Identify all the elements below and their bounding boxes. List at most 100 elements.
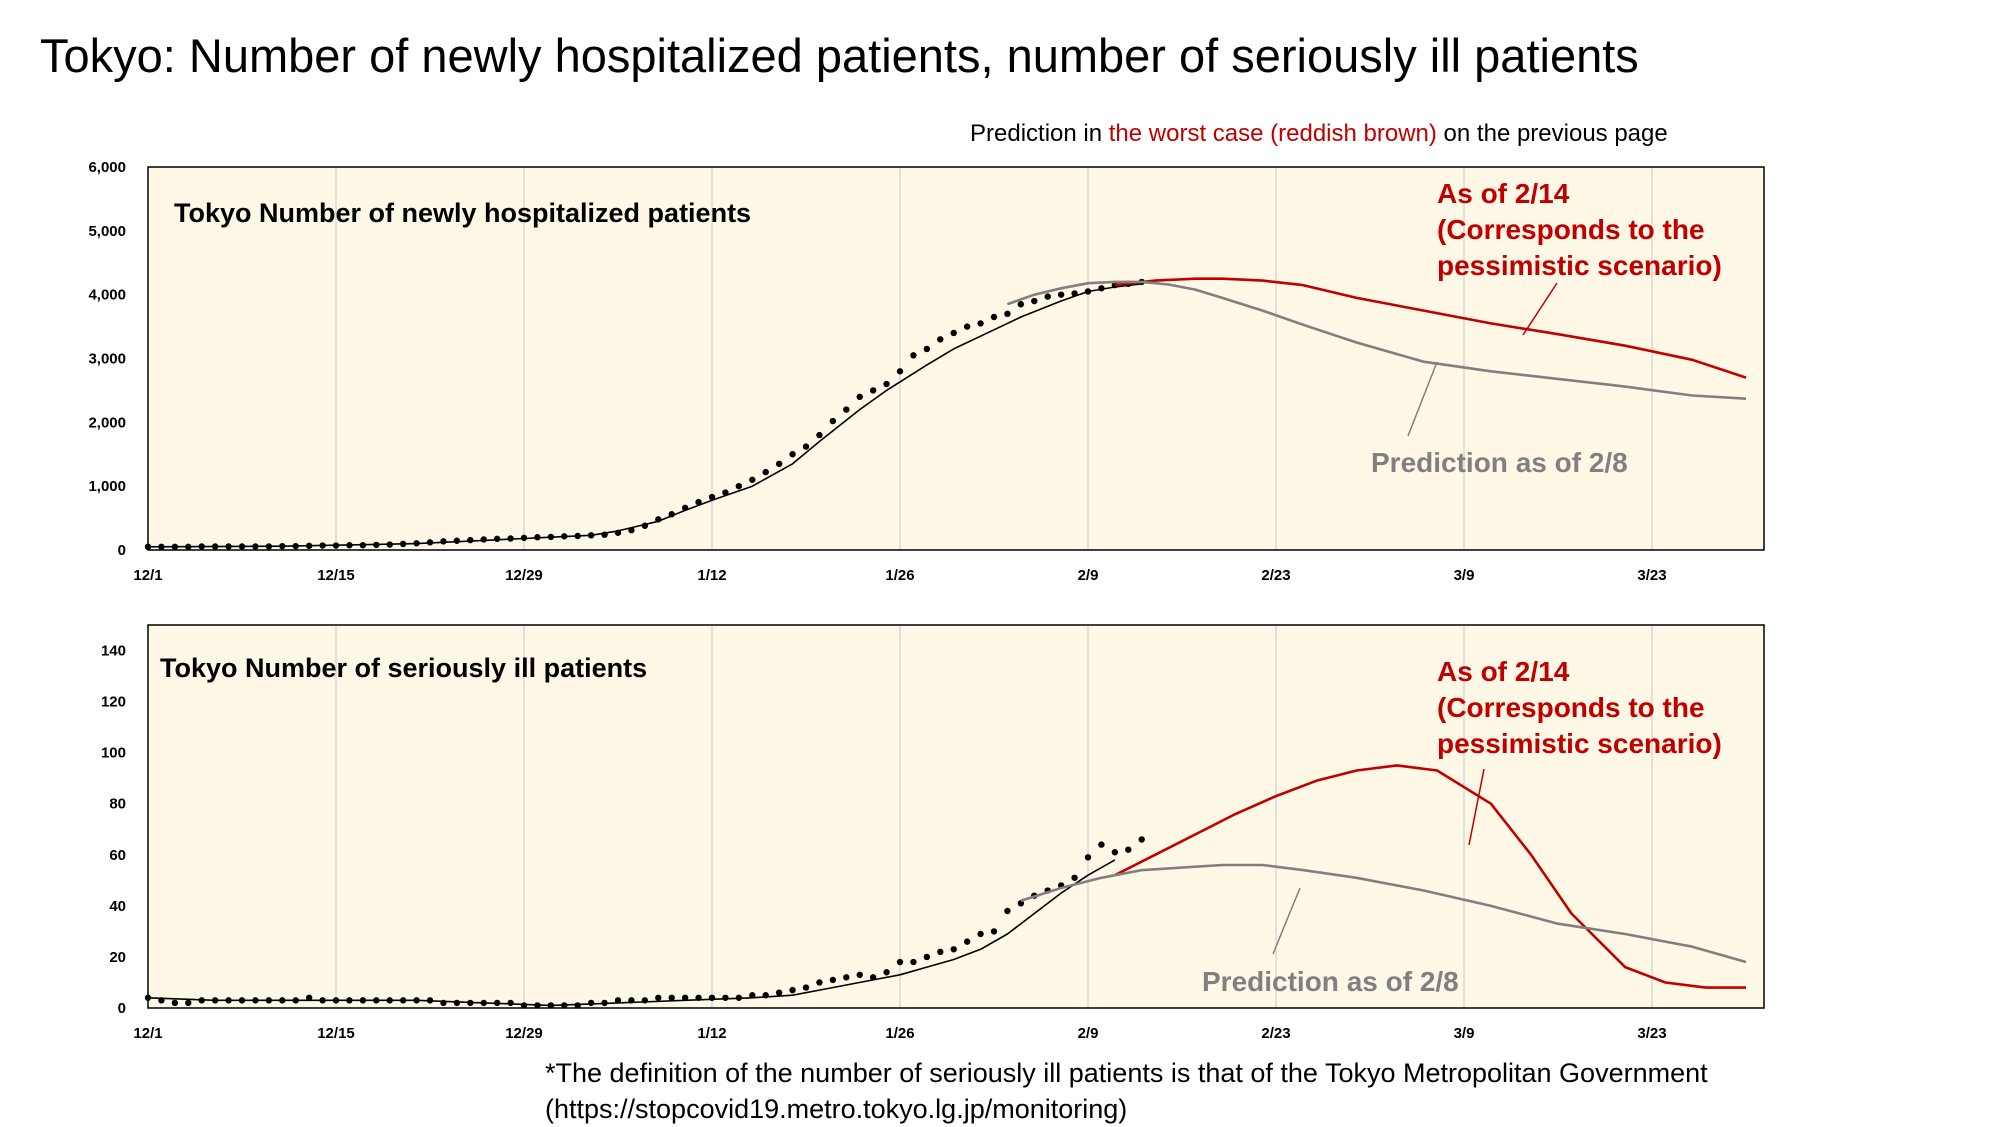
prediction-2-8-line bbox=[1020, 863, 1747, 964]
fit-line bbox=[147, 283, 1142, 548]
y-tick-label: 0 bbox=[118, 542, 126, 559]
fit-line bbox=[147, 859, 1116, 1007]
subtitle-prefix: Prediction in bbox=[970, 120, 1109, 147]
actual-data-point bbox=[1004, 310, 1011, 318]
actual-data-point bbox=[816, 979, 823, 986]
actual-data-point bbox=[749, 476, 756, 483]
y-tick-label: 2,000 bbox=[88, 414, 126, 431]
x-tick-label: 2/9 bbox=[1078, 567, 1099, 584]
actual-data-point bbox=[749, 992, 756, 999]
prediction-pointer bbox=[1407, 361, 1438, 437]
actual-data-point bbox=[440, 538, 447, 545]
actual-data-point bbox=[896, 958, 904, 966]
actual-data-point bbox=[1071, 874, 1078, 881]
x-tick-label: 2/23 bbox=[1261, 1025, 1290, 1042]
chart-subtitle: Prediction in the worst case (reddish br… bbox=[970, 120, 1668, 148]
y-tick-label: 60 bbox=[109, 847, 126, 864]
y-tick-label: 4,000 bbox=[88, 287, 126, 304]
actual-data-point bbox=[883, 969, 890, 976]
prediction-annotation: Prediction as of 2/8 bbox=[1202, 966, 1459, 997]
actual-data-point bbox=[587, 999, 595, 1007]
prediction-pointer bbox=[1272, 887, 1301, 955]
actual-data-point bbox=[883, 380, 890, 388]
actual-data-point bbox=[1031, 297, 1038, 305]
actual-data-point bbox=[775, 989, 783, 996]
actual-data-point bbox=[789, 451, 796, 458]
actual-data-point bbox=[695, 498, 702, 506]
x-tick-label: 12/15 bbox=[317, 567, 355, 584]
prediction-2-8-line bbox=[1006, 280, 1747, 400]
actual-data-point bbox=[963, 938, 971, 945]
actual-data-point bbox=[493, 535, 501, 543]
plot-frame-2 bbox=[147, 624, 1765, 1009]
y-tick-label: 140 bbox=[101, 643, 126, 660]
actual-data-point bbox=[910, 958, 917, 966]
actual-data-point bbox=[843, 406, 850, 413]
actual-data-point bbox=[937, 948, 944, 956]
x-tick-label: 12/29 bbox=[505, 567, 543, 584]
y-tick-label: 80 bbox=[109, 796, 126, 813]
x-tick-label: 3/23 bbox=[1637, 567, 1666, 584]
actual-data-point bbox=[802, 984, 810, 991]
x-tick-label: 12/29 bbox=[505, 1025, 543, 1042]
actual-data-point bbox=[1044, 293, 1051, 300]
y-tick-label: 5,000 bbox=[88, 223, 126, 240]
x-tick-label: 3/9 bbox=[1454, 567, 1475, 584]
actual-data-point bbox=[305, 994, 313, 1001]
y-tick-label: 40 bbox=[109, 898, 126, 915]
actual-data-point bbox=[1125, 846, 1132, 853]
plot-area-1 bbox=[148, 167, 1764, 550]
y-tick-label: 20 bbox=[109, 949, 126, 966]
panel-title: Tokyo Number of seriously ill patients bbox=[160, 653, 647, 683]
footnote-line-2: (https://stopcovid19.metro.tokyo.lg.jp/m… bbox=[545, 1094, 1128, 1124]
actual-data-point bbox=[1084, 854, 1092, 861]
actual-data-point bbox=[1017, 301, 1025, 308]
x-tick-label: 2/9 bbox=[1078, 1025, 1099, 1042]
actual-data-point bbox=[843, 974, 850, 981]
actual-data-point bbox=[1057, 291, 1065, 298]
actual-data-point bbox=[977, 930, 984, 938]
actual-data-point bbox=[144, 543, 152, 551]
actual-data-point bbox=[735, 482, 743, 490]
actual-data-point bbox=[1098, 841, 1105, 848]
actual-data-point bbox=[829, 976, 837, 984]
actual-data-point bbox=[789, 986, 796, 994]
worst-case-annotation: As of 2/14 bbox=[1437, 178, 1570, 209]
actual-data-point bbox=[681, 994, 689, 1001]
actual-data-point bbox=[614, 997, 622, 1004]
page-title: Tokyo: Number of newly hospitalized pati… bbox=[40, 29, 1639, 82]
actual-data-point bbox=[185, 999, 192, 1007]
plot-frame-1 bbox=[147, 166, 1765, 551]
plot-area-2 bbox=[148, 625, 1764, 1008]
actual-data-point bbox=[453, 999, 461, 1007]
actual-data-point bbox=[802, 443, 810, 450]
actual-data-point bbox=[480, 536, 487, 543]
worst-case-annotation: (Corresponds to the bbox=[1437, 692, 1705, 723]
actual-data-point bbox=[655, 994, 662, 1001]
x-tick-label: 12/1 bbox=[133, 567, 162, 584]
worst-case-pointer bbox=[1522, 282, 1558, 336]
actual-data-point bbox=[923, 953, 931, 961]
worst-case-pointer bbox=[1468, 768, 1485, 846]
actual-data-point bbox=[816, 431, 823, 439]
x-tick-label: 1/26 bbox=[885, 1025, 914, 1042]
actual-data-point bbox=[668, 994, 675, 1001]
worst-case-line bbox=[1114, 277, 1747, 379]
actual-data-point bbox=[775, 460, 783, 468]
actual-data-point bbox=[1138, 836, 1145, 843]
actual-data-point bbox=[910, 352, 917, 359]
actual-data-point bbox=[923, 345, 931, 353]
actual-data-point bbox=[507, 999, 514, 1007]
x-tick-label: 12/1 bbox=[133, 1025, 162, 1042]
x-tick-label: 3/9 bbox=[1454, 1025, 1475, 1042]
actual-data-point bbox=[856, 393, 863, 400]
y-tick-label: 0 bbox=[118, 1000, 126, 1017]
actual-data-point bbox=[762, 468, 769, 476]
actual-data-point bbox=[856, 971, 863, 979]
x-tick-label: 12/15 bbox=[317, 1025, 355, 1042]
actual-data-point bbox=[520, 1002, 528, 1009]
footnote: *The definition of the number of serious… bbox=[545, 1055, 1708, 1127]
x-tick-label: 2/23 bbox=[1261, 567, 1290, 584]
y-tick-label: 1,000 bbox=[88, 478, 126, 495]
x-tick-label: 1/26 bbox=[885, 567, 914, 584]
